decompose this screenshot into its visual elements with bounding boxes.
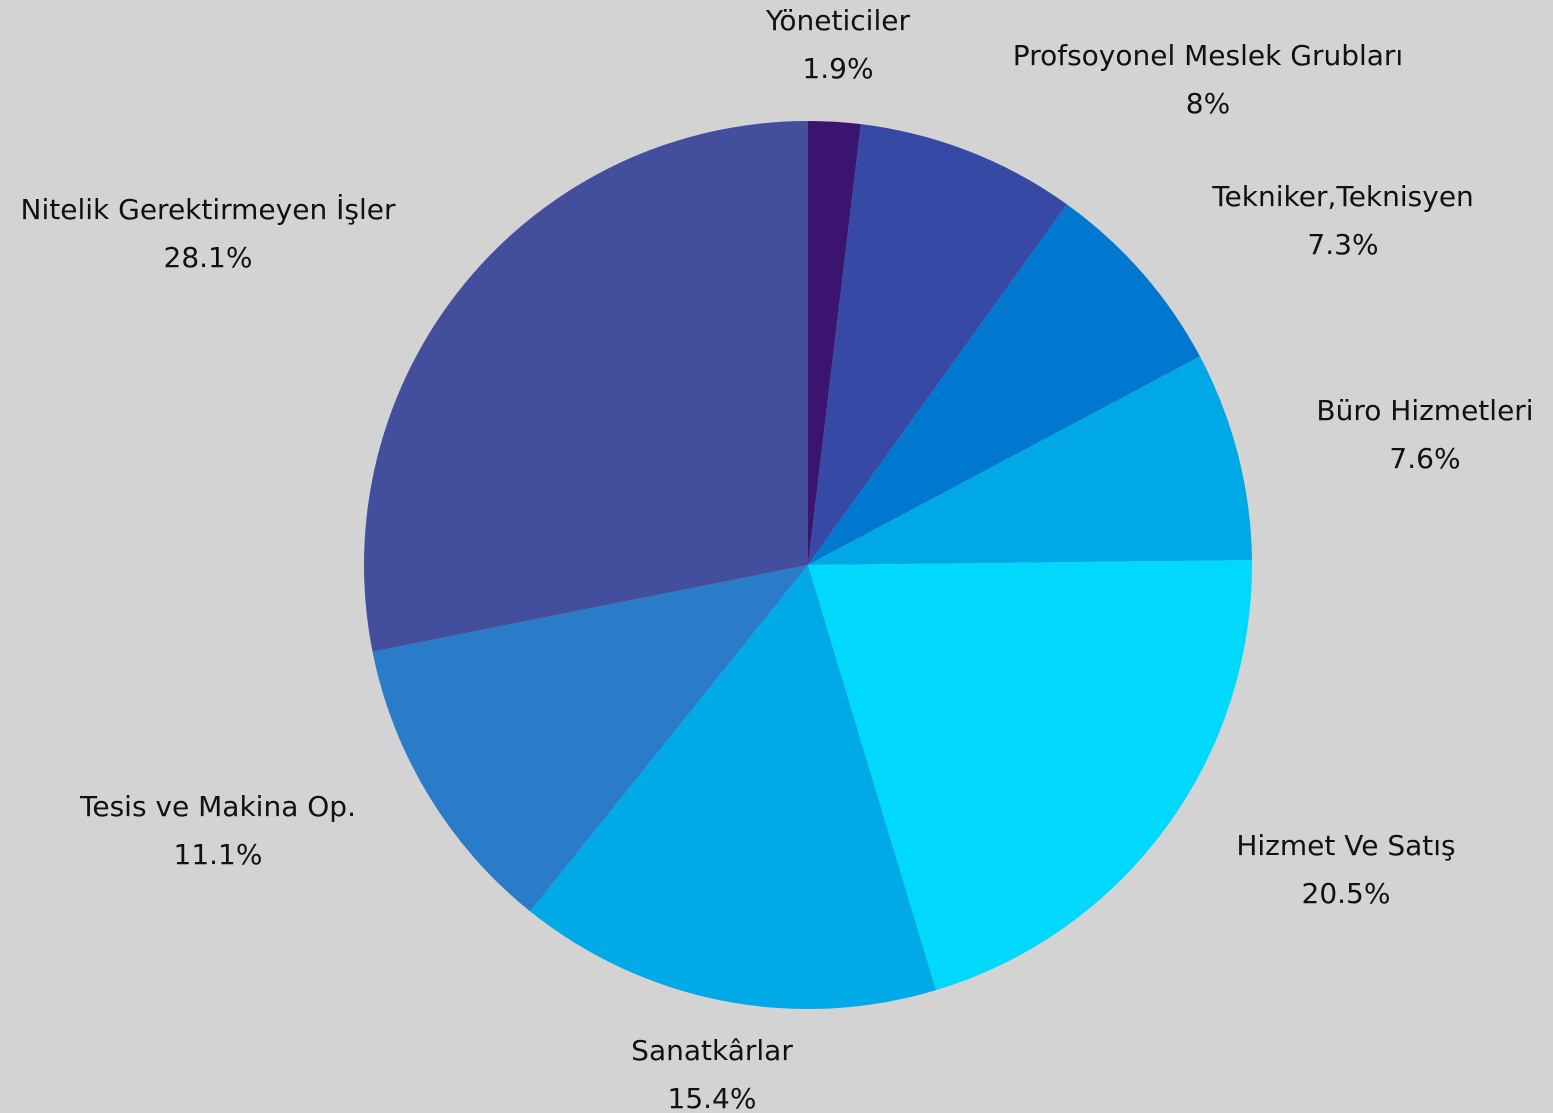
- pie-slice: [364, 121, 808, 652]
- slice-label: Profsoyonel Meslek Grubları: [1013, 39, 1403, 72]
- pie-slice: [808, 204, 1200, 565]
- pie-slice: [808, 356, 1252, 565]
- slice-label: Tekniker,Teknisyen: [1211, 180, 1474, 213]
- slice-label: Nitelik Gerektirmeyen İşler: [21, 193, 396, 226]
- pie-slice: [808, 560, 1252, 991]
- slice-value: 1.9%: [802, 52, 873, 85]
- pie-slice: [808, 124, 1067, 565]
- pie-slice: [372, 565, 808, 912]
- slice-label: Yöneticiler: [765, 4, 910, 37]
- slice-label: Sanatkârlar: [631, 1034, 793, 1067]
- slice-value: 8%: [1186, 87, 1230, 120]
- slice-value: 11.1%: [174, 838, 263, 871]
- slice-value: 7.6%: [1389, 442, 1460, 475]
- pie-slice: [808, 121, 861, 565]
- slice-label: Hizmet Ve Satış: [1236, 829, 1455, 862]
- slice-label: Büro Hizmetleri: [1316, 394, 1533, 427]
- slice-value: 28.1%: [164, 241, 253, 274]
- slice-value: 7.3%: [1307, 228, 1378, 261]
- pie-slice: [530, 565, 937, 1009]
- slice-value: 20.5%: [1302, 877, 1391, 910]
- slice-label: Tesis ve Makina Op.: [79, 790, 356, 823]
- slice-value: 15.4%: [668, 1082, 757, 1113]
